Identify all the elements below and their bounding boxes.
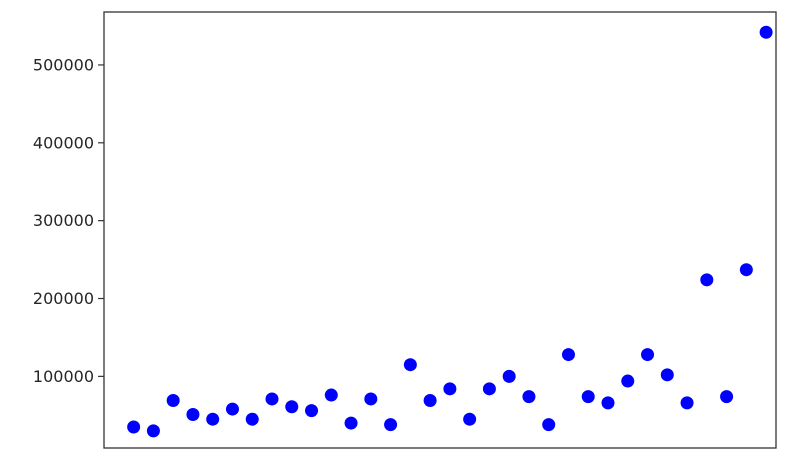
y-tick-label: 200000 <box>33 289 94 308</box>
scatter-point <box>680 396 694 410</box>
scatter-point <box>225 402 239 416</box>
y-tick-label: 400000 <box>33 133 94 152</box>
scatter-point <box>305 404 319 418</box>
scatter-point <box>166 394 180 408</box>
scatter-point <box>285 400 299 414</box>
scatter-point <box>344 416 358 430</box>
scatter-point <box>324 388 338 402</box>
scatter-point <box>502 369 516 383</box>
y-tick-label: 100000 <box>33 367 94 386</box>
scatter-point <box>146 424 160 438</box>
scatter-point <box>581 390 595 404</box>
data-points <box>127 25 773 438</box>
scatter-point <box>660 368 674 382</box>
scatter-point <box>700 273 714 287</box>
y-axis: 100000 200000 300000 400000 500000 <box>33 55 104 386</box>
scatter-point <box>601 396 615 410</box>
scatter-point <box>384 418 398 432</box>
scatter-point <box>186 408 200 422</box>
scatter-point <box>364 392 378 406</box>
scatter-point <box>641 348 655 362</box>
scatter-point <box>403 358 417 372</box>
y-tick-label: 300000 <box>33 211 94 230</box>
scatter-point <box>720 390 734 404</box>
scatter-point <box>621 374 635 388</box>
scatter-point <box>443 382 457 396</box>
scatter-point <box>206 412 220 426</box>
plot-frame <box>103 11 777 449</box>
scatter-point <box>127 420 141 434</box>
scatter-point <box>463 412 477 426</box>
scatter-point <box>561 348 575 362</box>
scatter-point <box>245 412 259 426</box>
scatter-point <box>423 394 437 408</box>
scatter-point <box>522 390 536 404</box>
scatter-point <box>739 263 753 277</box>
y-tick-label: 500000 <box>33 55 94 74</box>
scatter-point <box>265 392 279 406</box>
scatter-point <box>482 382 496 396</box>
scatter-point <box>542 418 556 432</box>
scatter-point <box>759 25 773 39</box>
